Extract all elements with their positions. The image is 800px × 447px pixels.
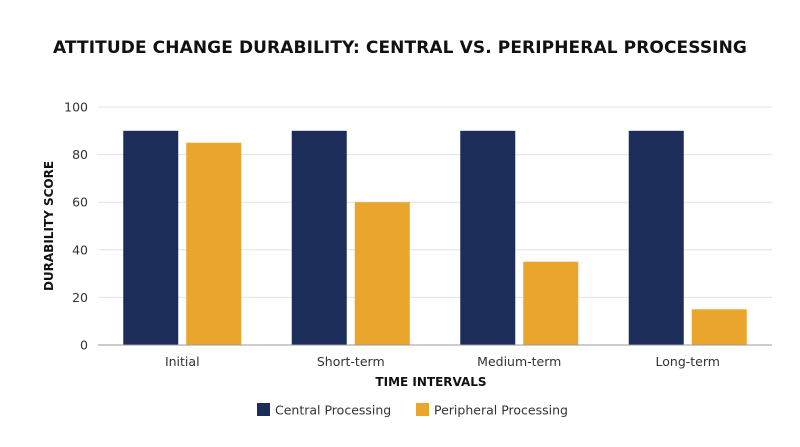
bar-central-processing-initial [123, 130, 179, 345]
bar-peripheral-processing-medium-term [523, 261, 579, 345]
bar-peripheral-processing-initial [186, 142, 242, 345]
y-axis-label: DURABILITY SCORE [42, 161, 56, 291]
bar-central-processing-short-term [291, 130, 347, 345]
legend-label: Peripheral Processing [434, 403, 568, 418]
y-tick-label: 20 [72, 290, 88, 305]
bar-peripheral-processing-short-term [354, 202, 410, 345]
x-tick-label: Long-term [656, 354, 720, 369]
y-tick-label: 40 [72, 242, 88, 257]
y-tick-label: 60 [72, 195, 88, 210]
bars [123, 130, 747, 345]
x-tick-label: Short-term [317, 354, 385, 369]
x-tick-label: Initial [165, 354, 200, 369]
y-axis-ticks: 0 20 40 60 80 100 [64, 100, 88, 353]
legend-label: Central Processing [275, 403, 391, 418]
bar-central-processing-long-term [628, 130, 684, 345]
chart-title: ATTITUDE CHANGE DURABILITY: CENTRAL VS. … [53, 38, 747, 58]
legend-swatch [416, 403, 429, 416]
y-tick-label: 0 [80, 338, 88, 353]
legend-swatch [257, 403, 270, 416]
bar-central-processing-medium-term [460, 130, 516, 345]
legend: Central Processing Peripheral Processing [257, 403, 568, 418]
y-tick-label: 100 [64, 100, 88, 115]
x-axis-label: TIME INTERVALS [375, 375, 486, 389]
y-tick-label: 80 [72, 147, 88, 162]
bar-peripheral-processing-long-term [691, 309, 747, 345]
x-tick-label: Medium-term [477, 354, 561, 369]
x-axis-ticks: Initial Short-term Medium-term Long-term [165, 354, 720, 369]
